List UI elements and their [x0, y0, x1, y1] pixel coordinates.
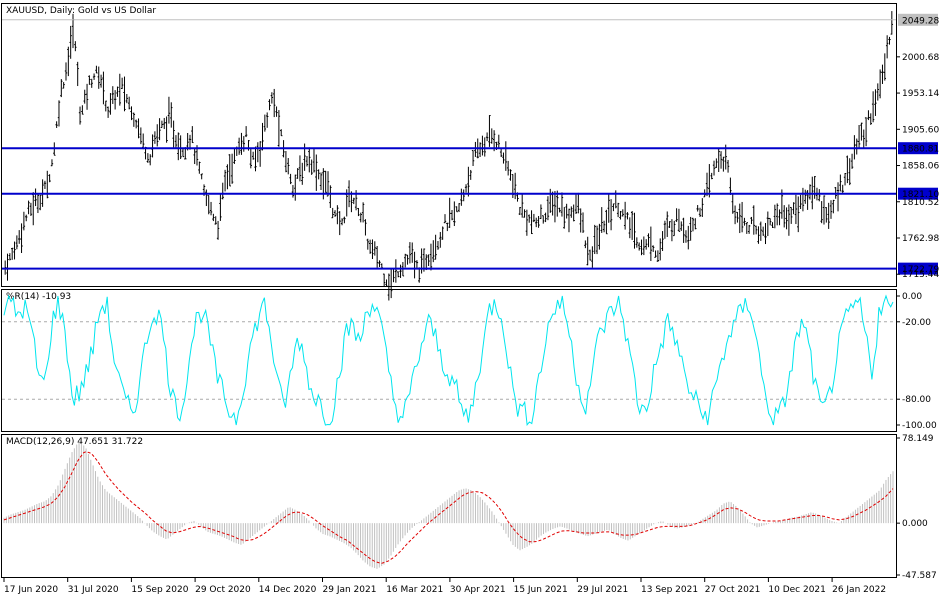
macd-pane-frame [1, 434, 897, 578]
time-tick-label: 14 Dec 2020 [259, 585, 317, 595]
price-axis: 2049.28 2000.68 1953.14 1905.60 1858.06 1810.… [2, 13, 939, 280]
time-tick-label: 17 Jun 2020 [4, 585, 58, 595]
wpr-tick-label: -20.00 [902, 318, 931, 328]
wpr-line [3, 294, 894, 427]
wpr-tick-label: -100.00 [902, 421, 937, 431]
main-pane-frame [1, 3, 897, 287]
time-tick-label: 31 Jul 2020 [68, 585, 119, 595]
level-price-tag [898, 142, 938, 155]
level-price-label: 1821.10 [902, 190, 939, 200]
wpr-pane-frame [1, 289, 897, 432]
price-tick-label: 1953.14 [902, 89, 939, 99]
price-tick-label: 1905.60 [902, 125, 939, 135]
main-chart-title: XAUUSD, Daily: Gold vs US Dollar [6, 6, 156, 16]
macd-indicator-title: MACD(12,26,9) 47.651 31.722 [6, 437, 143, 447]
wpr-series: 0.00 -20.00 -80.00 -100.00 [2, 292, 937, 431]
wpr-tick-label: 0.00 [902, 292, 922, 302]
price-bars [3, 11, 894, 301]
price-tick-label: 2000.68 [902, 53, 939, 63]
wpr-tick-label: -80.00 [902, 395, 931, 405]
time-tick-label: 29 Jul 2021 [577, 585, 628, 595]
price-tick-label: 1810.52 [902, 198, 939, 208]
level-price-label: 1722.79 [902, 265, 939, 275]
level-price-tag [898, 187, 938, 200]
price-tick-label: 1762.98 [902, 234, 939, 244]
time-axis: 17 Jun 2020 31 Jul 2020 15 Sep 2020 29 Oct … [3, 578, 886, 595]
time-tick-label: 29 Oct 2020 [195, 585, 251, 595]
time-tick-label: 15 Sep 2020 [131, 585, 188, 595]
current-price-label: 2049.28 [902, 16, 939, 26]
time-tick-label: 16 Mar 2021 [386, 585, 443, 595]
price-tick-label: 1715.44 [902, 270, 939, 280]
macd-tick-label: -47.587 [902, 571, 937, 581]
time-tick-label: 15 Jun 2021 [514, 585, 568, 595]
wpr-indicator-title: %R(14) -10.93 [6, 292, 71, 302]
macd-series: 78.149 0.000 -47.587 [3, 434, 937, 581]
macd-tick-label: 0.000 [902, 519, 928, 529]
time-tick-label: 13 Sep 2021 [641, 585, 698, 595]
macd-signal-line [3, 451, 894, 564]
time-tick-label: 10 Dec 2021 [768, 585, 826, 595]
time-tick-label: 26 Jan 2022 [832, 585, 886, 595]
time-tick-label: 29 Jan 2021 [323, 585, 377, 595]
time-tick-label: 27 Oct 2021 [705, 585, 761, 595]
macd-tick-label: 78.149 [902, 434, 934, 444]
level-price-tag [898, 262, 938, 275]
time-tick-label: 30 Apr 2021 [450, 585, 506, 595]
price-tick-label: 1858.06 [902, 162, 939, 172]
current-price-tag [898, 13, 938, 26]
level-price-label: 1880.81 [902, 145, 939, 155]
horizontal-levels[interactable]: 1880.81 1821.10 1722.79 [2, 142, 939, 275]
